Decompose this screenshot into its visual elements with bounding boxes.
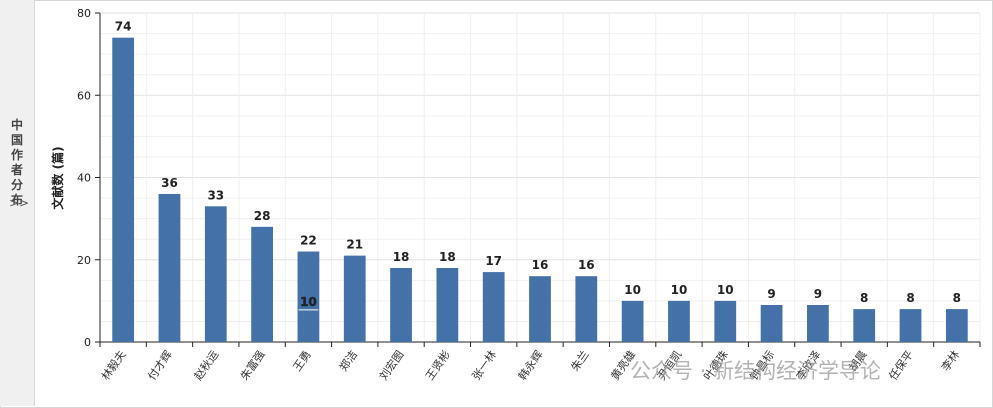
x-tick-label: 郑洁: [336, 348, 360, 374]
bar-value-label: 18: [439, 250, 456, 264]
bar-value-label: 9: [767, 287, 775, 301]
bar: [529, 276, 551, 342]
x-tick-label: 李林: [938, 348, 962, 374]
side-panel-label: 中国作者分布: [10, 118, 23, 207]
bar: [251, 226, 273, 342]
bar-value-label: 28: [254, 209, 271, 223]
bar-value-label: 8: [953, 291, 961, 305]
bar-annotation: 10: [300, 295, 317, 309]
x-tick-label: 王勇: [291, 348, 314, 373]
x-tick-label: 王贤彬: [423, 348, 453, 382]
bar-value-label: 74: [115, 20, 132, 34]
bar-value-label: 36: [161, 176, 178, 190]
bars: [112, 37, 968, 343]
axes: 0 20 40 60 80: [77, 7, 981, 349]
bar-value-label: 17: [485, 254, 502, 268]
x-tick-label: 任保平: [886, 348, 916, 383]
y-tick-label: 60: [77, 89, 91, 102]
bar-value-label: 16: [578, 258, 595, 272]
bar: [297, 251, 320, 342]
watermark: 公众号 · 新结构经济学导论: [630, 359, 881, 383]
bar: [668, 300, 690, 342]
bar: [204, 206, 227, 342]
bar: [343, 255, 366, 342]
x-tick-label: 刘宏图: [376, 348, 406, 383]
side-panel-toggle[interactable]: 中国作者分布 >>: [0, 0, 35, 406]
y-tick-label: 0: [84, 336, 91, 349]
chevron-right-icon: >>: [9, 196, 30, 210]
bar-value-label: 8: [860, 291, 868, 305]
bar-value-label: 9: [814, 287, 822, 301]
bar-value-label: 10: [717, 283, 734, 297]
x-tick-label: 朱富强: [237, 348, 267, 383]
bar-value-label: 16: [532, 258, 549, 272]
bar: [853, 309, 876, 342]
bar: [436, 267, 459, 342]
value-labels: 74 36 33 28 22 21 18 18 17 16 16 10 10 10 9 9 8 8 8 10: [115, 20, 961, 311]
bar: [945, 309, 968, 342]
x-tick-label: 张一林: [469, 348, 499, 383]
x-tick-label: 林毅夫: [98, 348, 128, 383]
bar-value-label: 18: [393, 250, 410, 264]
x-tick-label: 朱兰: [569, 348, 592, 373]
bar: [807, 304, 829, 342]
bar: [390, 267, 412, 342]
bar: [482, 272, 505, 342]
bar-value-label: 33: [207, 188, 224, 202]
y-tick-label: 80: [77, 7, 91, 20]
bar: [621, 300, 644, 342]
bar: [760, 304, 783, 342]
bar-value-label: 10: [624, 283, 641, 297]
x-tick-label: 付才辉: [145, 348, 175, 383]
bar-value-label: 8: [906, 291, 914, 305]
x-tick-label: 韩永辉: [515, 348, 545, 383]
bar-value-label: 10: [671, 283, 688, 297]
y-tick-label: 20: [77, 254, 91, 267]
x-tick-label: 赵秋运: [191, 348, 221, 383]
bar: [158, 193, 181, 342]
bar-value-label: 22: [300, 234, 317, 248]
y-tick-label: 40: [77, 172, 91, 185]
bar: [112, 37, 135, 343]
bar: [575, 276, 598, 342]
bar-value-label: 21: [346, 238, 363, 252]
bar: [714, 300, 737, 342]
y-axis-title: 文献数 (篇): [50, 146, 65, 209]
bar: [899, 309, 922, 342]
